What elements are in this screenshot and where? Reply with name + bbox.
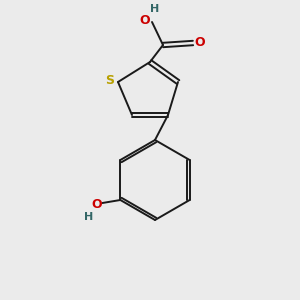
- Text: H: H: [150, 4, 160, 14]
- Text: H: H: [84, 212, 93, 222]
- Text: O: O: [140, 14, 150, 26]
- Text: O: O: [91, 199, 102, 212]
- Text: S: S: [106, 74, 115, 88]
- Text: O: O: [195, 37, 205, 50]
